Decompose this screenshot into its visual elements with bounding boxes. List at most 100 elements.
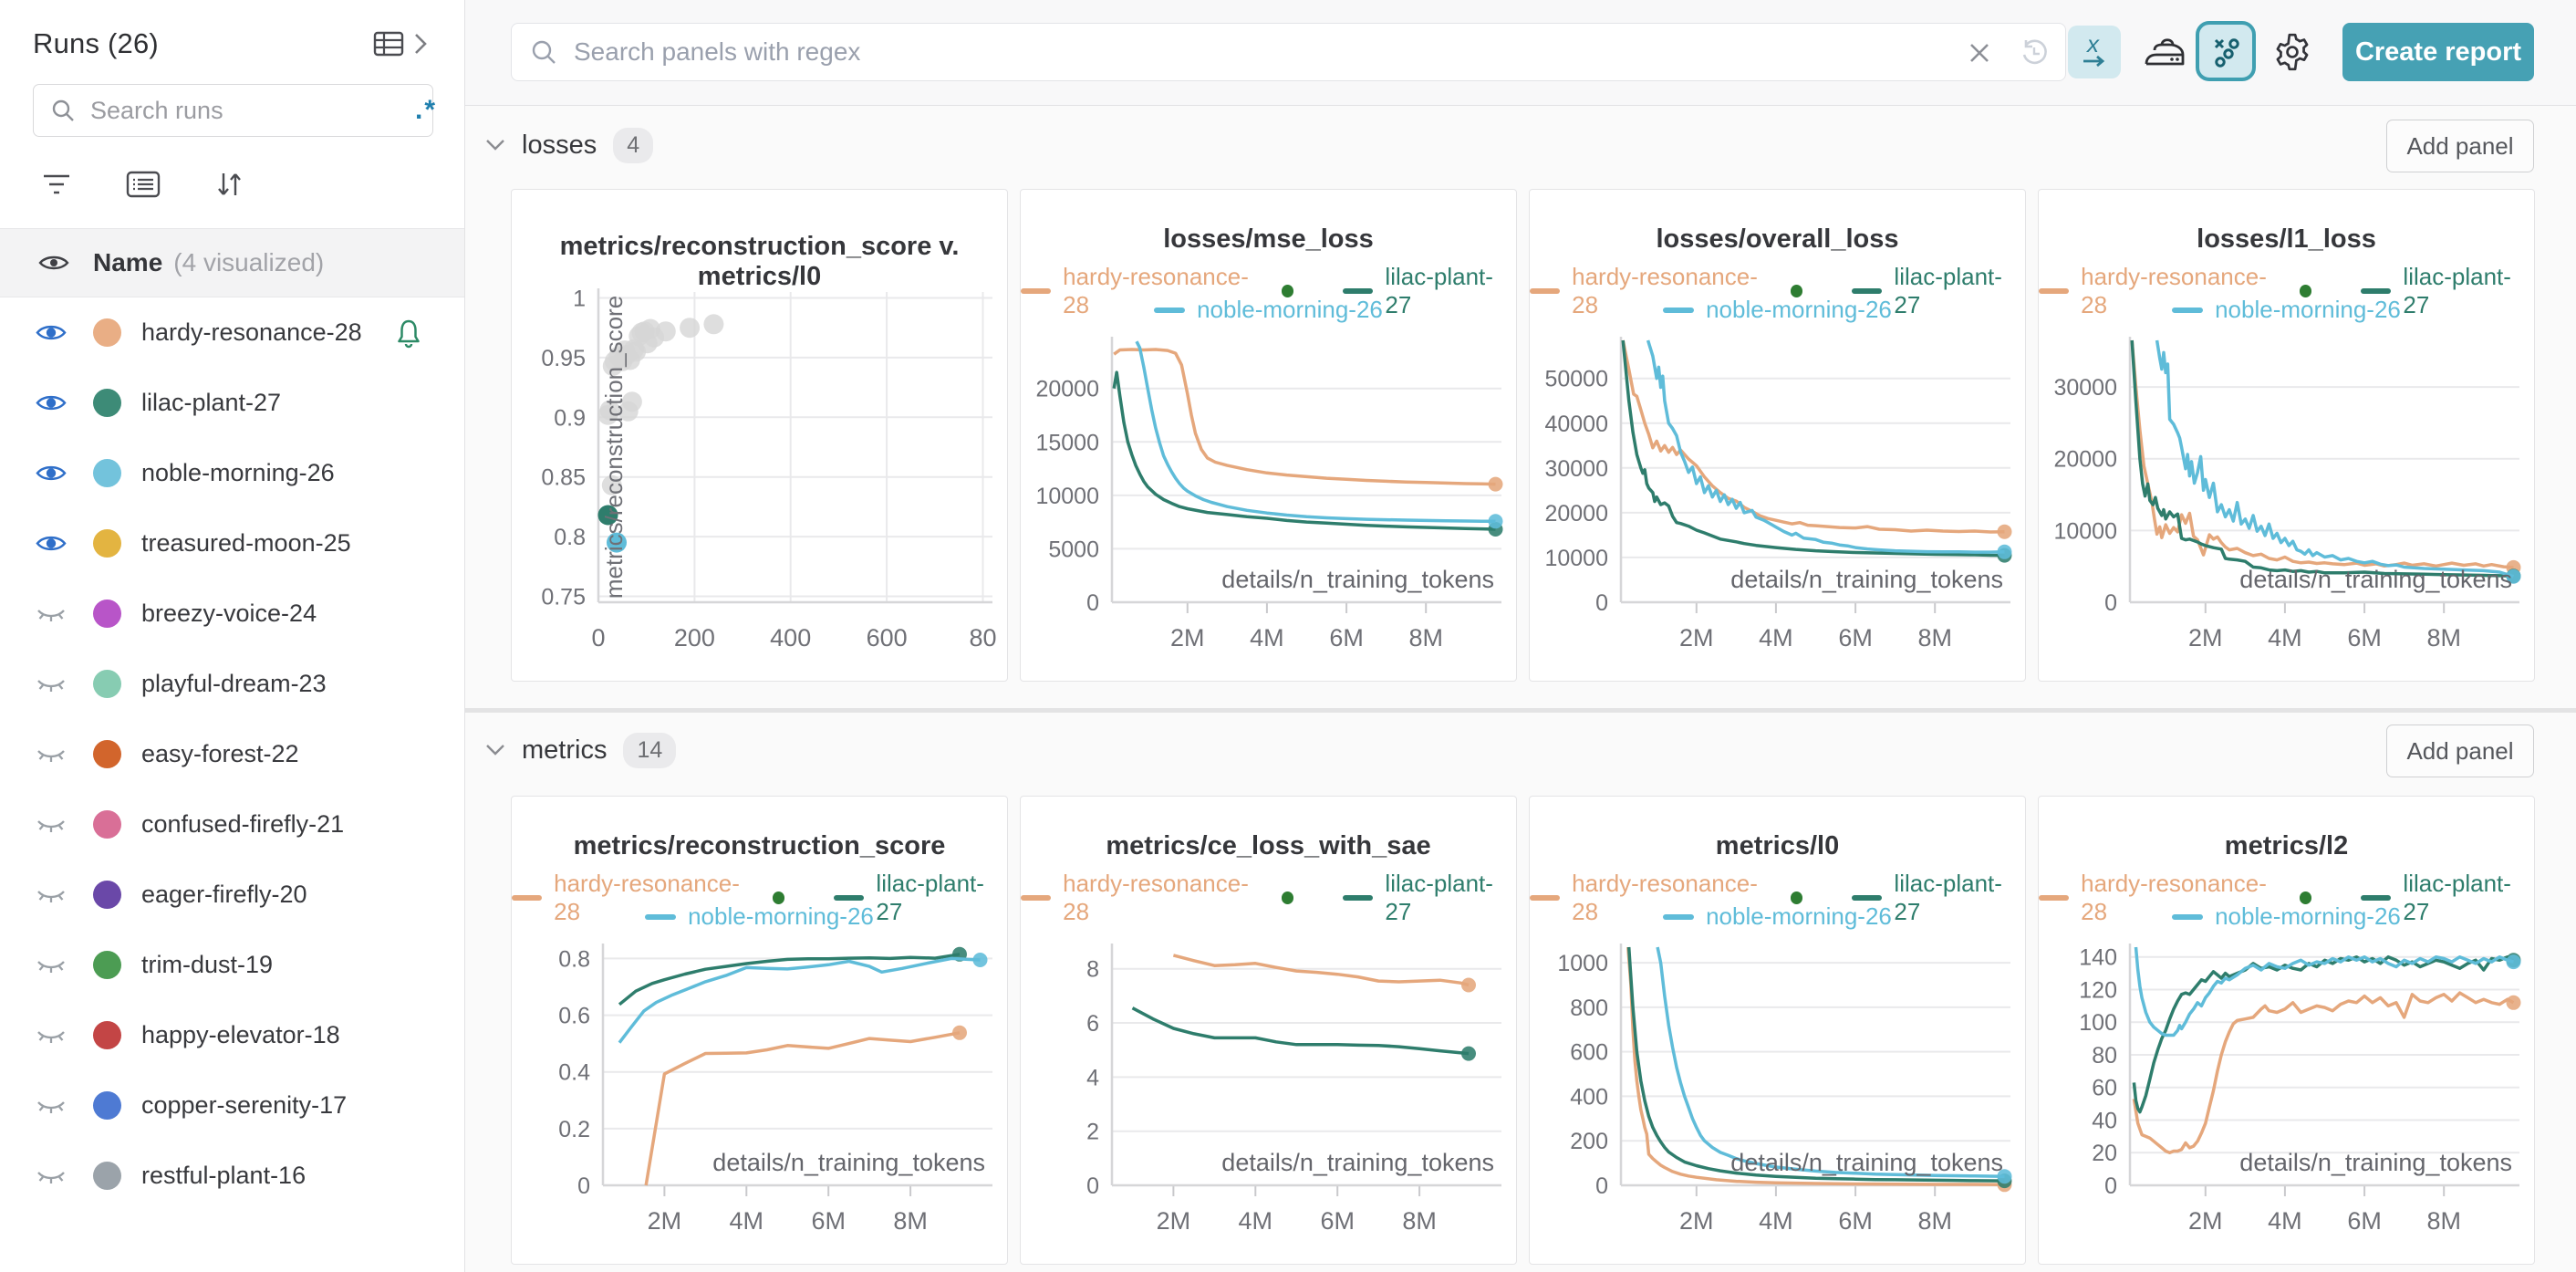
run-row[interactable]: trim-dust-19	[0, 930, 464, 1000]
panel-card[interactable]: losses/overall_loss hardy-resonance-28 lil…	[1529, 189, 2026, 682]
visibility-toggle[interactable]	[35, 672, 73, 695]
visibility-toggle[interactable]	[35, 743, 73, 766]
visibility-toggle[interactable]	[35, 1024, 73, 1047]
legend-item[interactable]: hardy-resonance-28	[512, 870, 785, 926]
filter-icon[interactable]	[40, 170, 73, 199]
run-row[interactable]: easy-forest-22	[0, 719, 464, 789]
visibility-toggle[interactable]	[35, 954, 73, 976]
clear-search-icon[interactable]	[1965, 38, 1994, 72]
run-name: easy-forest-22	[141, 740, 299, 767]
legend-item[interactable]: noble-morning-26	[1663, 902, 1892, 931]
visibility-toggle[interactable]	[35, 462, 73, 485]
chart-plot: 0 20 40 60 80 100 120 140 2M 4M 6M 8M details/n_trai…	[2079, 944, 2521, 1235]
run-row[interactable]: hardy-resonance-28	[0, 297, 464, 368]
panel-card[interactable]: losses/mse_loss hardy-resonance-28 lilac-p…	[1020, 189, 1517, 682]
legend-item[interactable]: lilac-plant-27	[1852, 263, 2025, 319]
legend-run-name: lilac-plant-27	[1385, 870, 1493, 925]
runs-table-icon[interactable]	[373, 30, 404, 57]
legend-item[interactable]: lilac-plant-27	[1343, 263, 1516, 319]
legend-run-name: lilac-plant-27	[2403, 263, 2511, 318]
visibility-toggle[interactable]	[35, 1164, 73, 1187]
legend-run-name: noble-morning-26	[688, 902, 874, 930]
run-row[interactable]: eager-firefly-20	[0, 860, 464, 930]
chart-legend: noble-morning-26	[1021, 296, 1516, 324]
svg-text:600: 600	[867, 624, 908, 652]
run-row[interactable]: restful-plant-16	[0, 1141, 464, 1211]
panel-card[interactable]: metrics/l2 hardy-resonance-28 lilac-plant-…	[2038, 796, 2535, 1265]
visibility-toggle[interactable]	[35, 1094, 73, 1117]
panel-title: metrics/l0	[1715, 831, 1840, 860]
run-row[interactable]: lilac-plant-27	[0, 368, 464, 438]
settings-button[interactable]	[2271, 31, 2313, 73]
run-row[interactable]: playful-dream-23	[0, 649, 464, 719]
chart-plot: 0 200 400 600 800 1000 2M 4M 6M 8M details/n_train…	[1557, 944, 2012, 1235]
x-axis-settings-button[interactable]: x	[2068, 26, 2121, 78]
svg-text:0.95: 0.95	[541, 346, 586, 371]
legend-item[interactable]: noble-morning-26	[2172, 296, 2401, 324]
run-name: hardy-resonance-28	[141, 318, 362, 346]
svg-text:8M: 8M	[2426, 1207, 2461, 1235]
chevron-down-icon[interactable]	[485, 139, 505, 151]
chevron-down-icon[interactable]	[485, 744, 505, 756]
visibility-toggle[interactable]	[35, 602, 73, 625]
search-runs-input[interactable]	[88, 95, 415, 126]
chart-legend: hardy-resonance-28 lilac-plant-27	[1530, 870, 2025, 926]
create-report-button[interactable]: Create report	[2342, 23, 2534, 81]
expand-runs-table-icon[interactable]	[413, 32, 428, 56]
legend-item[interactable]: noble-morning-26	[2172, 902, 2401, 931]
run-row[interactable]: confused-firefly-21	[0, 789, 464, 860]
panel-card[interactable]: metrics/reconstruction_score v. metrics/…	[511, 189, 1008, 682]
visibility-toggle[interactable]	[35, 391, 73, 414]
run-row[interactable]: noble-morning-26	[0, 438, 464, 508]
legend-item[interactable]: lilac-plant-27	[1343, 870, 1516, 926]
visibility-toggle[interactable]	[35, 883, 73, 906]
add-panel-button-losses[interactable]: Add panel	[2386, 120, 2534, 172]
run-name: breezy-voice-24	[141, 600, 317, 627]
svg-text:0: 0	[591, 624, 605, 652]
svg-text:200: 200	[1570, 1129, 1608, 1154]
group-icon[interactable]	[126, 170, 161, 199]
svg-text:20000: 20000	[1544, 501, 1608, 527]
eye-closed-icon	[37, 1172, 65, 1183]
legend-item[interactable]: hardy-resonance-28	[2039, 870, 2312, 926]
legend-item[interactable]: noble-morning-26	[1663, 296, 1892, 324]
run-row[interactable]: treasured-moon-25	[0, 508, 464, 579]
legend-item[interactable]: hardy-resonance-28	[1530, 263, 1803, 319]
section-label[interactable]: losses	[522, 130, 597, 160]
panel-card[interactable]: metrics/reconstruction_score hardy-resona…	[511, 796, 1008, 1265]
visibility-toggle[interactable]	[35, 321, 73, 344]
legend-item[interactable]: hardy-resonance-28	[1021, 870, 1294, 926]
panel-card[interactable]: metrics/ce_loss_with_sae hardy-resonance-…	[1020, 796, 1517, 1265]
visibility-column-icon[interactable]	[36, 251, 71, 275]
sort-icon[interactable]	[213, 169, 244, 200]
legend-item[interactable]: hardy-resonance-28	[2039, 263, 2312, 319]
legend-item[interactable]: lilac-plant-27	[2361, 870, 2534, 926]
regex-toggle[interactable]: .*	[415, 95, 438, 125]
run-color-dot	[93, 1091, 121, 1120]
run-row[interactable]: breezy-voice-24	[0, 579, 464, 649]
legend-item[interactable]: lilac-plant-27	[2361, 263, 2534, 319]
svg-text:4M: 4M	[2268, 1207, 2302, 1235]
outliers-toggle-button[interactable]	[2196, 21, 2256, 81]
visibility-toggle[interactable]	[35, 532, 73, 555]
run-alert-bell[interactable]	[395, 318, 422, 349]
visibility-toggle[interactable]	[35, 813, 73, 836]
legend-line-sample	[1343, 288, 1374, 294]
svg-text:0.6: 0.6	[558, 1004, 590, 1029]
legend-item[interactable]: lilac-plant-27	[834, 870, 1007, 926]
panel-card[interactable]: losses/l1_loss hardy-resonance-28 lilac-pl…	[2038, 189, 2535, 682]
add-panel-button-metrics[interactable]: Add panel	[2386, 725, 2534, 777]
smoothing-settings-button[interactable]	[2142, 33, 2187, 73]
search-panels-input[interactable]	[572, 36, 2047, 68]
panel-card[interactable]: metrics/l0 hardy-resonance-28 lilac-plant-…	[1529, 796, 2026, 1265]
svg-text:200: 200	[674, 624, 715, 652]
history-icon[interactable]	[2018, 36, 2051, 74]
run-row[interactable]: happy-elevator-18	[0, 1000, 464, 1070]
legend-item[interactable]: hardy-resonance-28	[1530, 870, 1803, 926]
legend-item[interactable]: noble-morning-26	[645, 902, 874, 931]
legend-item[interactable]: noble-morning-26	[1154, 296, 1383, 324]
legend-item[interactable]: lilac-plant-27	[1852, 870, 2025, 926]
run-row[interactable]: copper-serenity-17	[0, 1070, 464, 1141]
section-label[interactable]: metrics	[522, 735, 608, 765]
legend-item[interactable]: hardy-resonance-28	[1021, 263, 1294, 319]
